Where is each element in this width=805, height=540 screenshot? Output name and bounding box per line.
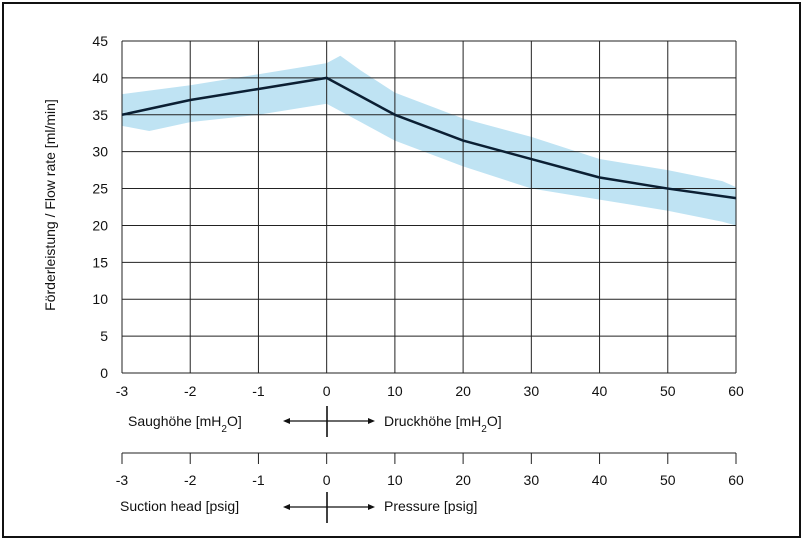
y-tick-label: 15: [92, 254, 108, 270]
y-tick-label: 30: [92, 144, 108, 160]
axis2-direction-arrow: [283, 492, 375, 523]
x-tick-label: 0: [323, 383, 331, 399]
axis2-tick-label: -3: [116, 472, 129, 488]
x-tick-label: -3: [116, 383, 129, 399]
series-layer: [121, 76, 737, 200]
axis2-tick-label: 10: [387, 472, 403, 488]
axis2-tick-label: 40: [592, 472, 608, 488]
axis1-right-label: Druckhöhe [mH2O]: [384, 413, 502, 435]
x-tick-label: 60: [728, 383, 744, 399]
axis2-tick-label: 60: [728, 472, 744, 488]
x-tick-label: -1: [252, 383, 265, 399]
x-tick-label: 40: [592, 383, 608, 399]
axis2-tick-label: 30: [524, 472, 540, 488]
axis2-left-label: Suction head [psig]: [120, 498, 239, 514]
x-tick-label: 20: [455, 383, 471, 399]
x-tick-label: 10: [387, 383, 403, 399]
y-tick-labels: 0 5 10 15 20 25 30 35 40 45: [92, 33, 108, 381]
x-axis2: -3 -2 -1 0 10 20 30 40 50 60: [116, 452, 744, 488]
axis2-tick-label: 0: [323, 472, 331, 488]
axis1-left-label: Saughöhe [mH2O]: [128, 413, 242, 435]
x-tick-label: -2: [184, 383, 197, 399]
confidence-band-layer: [122, 55, 736, 226]
axis2-tick-label: -1: [252, 472, 265, 488]
y-tick-label: 5: [100, 328, 108, 344]
axis2-tick-label: 50: [660, 472, 676, 488]
axis2-tick-label: -2: [184, 472, 197, 488]
y-tick-label: 45: [92, 33, 108, 49]
x-tick-label: 50: [660, 383, 676, 399]
x-axis1-tick-labels: -3 -2 -1 0 10 20 30 40 50 60: [116, 383, 744, 399]
grid-layer: [121, 40, 737, 374]
y-tick-label: 0: [100, 365, 108, 381]
axis2-right-label: Pressure [psig]: [384, 498, 477, 514]
axis1-direction-arrow: [283, 406, 375, 437]
y-tick-label: 25: [92, 181, 108, 197]
y-axis-label: Förderleistung / Flow rate [ml/min]: [42, 99, 58, 311]
y-tick-label: 35: [92, 107, 108, 123]
y-tick-label: 40: [92, 70, 108, 86]
y-tick-label: 10: [92, 291, 108, 307]
y-tick-label: 20: [92, 217, 108, 233]
confidence-band: [122, 55, 736, 226]
series-line: [121, 76, 737, 200]
axis2-tick-label: 20: [455, 472, 471, 488]
x-tick-label: 30: [524, 383, 540, 399]
